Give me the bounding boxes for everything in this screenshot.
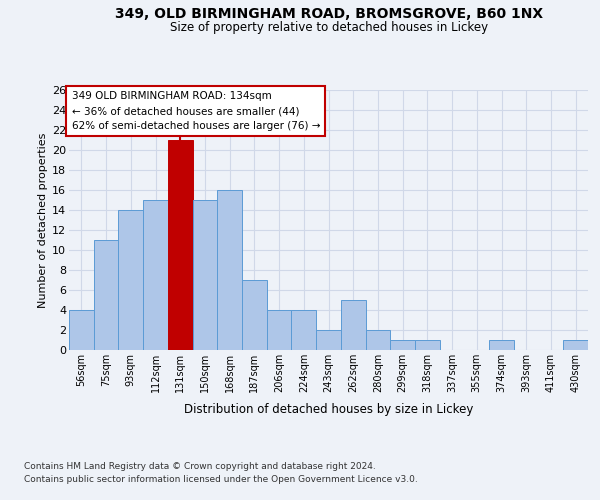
Text: Size of property relative to detached houses in Lickey: Size of property relative to detached ho… — [170, 22, 488, 35]
Y-axis label: Number of detached properties: Number of detached properties — [38, 132, 48, 308]
Bar — [168, 140, 193, 350]
Bar — [365, 330, 390, 350]
Bar — [118, 210, 143, 350]
Bar — [316, 330, 341, 350]
Text: 349, OLD BIRMINGHAM ROAD, BROMSGROVE, B60 1NX: 349, OLD BIRMINGHAM ROAD, BROMSGROVE, B6… — [115, 8, 543, 22]
Text: Contains HM Land Registry data © Crown copyright and database right 2024.: Contains HM Land Registry data © Crown c… — [24, 462, 376, 471]
Bar — [267, 310, 292, 350]
Bar — [489, 340, 514, 350]
Bar — [193, 200, 217, 350]
Bar — [563, 340, 588, 350]
Bar — [69, 310, 94, 350]
Text: Contains public sector information licensed under the Open Government Licence v3: Contains public sector information licen… — [24, 475, 418, 484]
Bar — [242, 280, 267, 350]
Bar — [415, 340, 440, 350]
Text: 349 OLD BIRMINGHAM ROAD: 134sqm
← 36% of detached houses are smaller (44)
62% of: 349 OLD BIRMINGHAM ROAD: 134sqm ← 36% of… — [71, 92, 320, 131]
Bar — [292, 310, 316, 350]
Bar — [217, 190, 242, 350]
Bar — [341, 300, 365, 350]
Bar — [390, 340, 415, 350]
Bar — [94, 240, 118, 350]
Bar — [143, 200, 168, 350]
Text: Distribution of detached houses by size in Lickey: Distribution of detached houses by size … — [184, 402, 473, 415]
